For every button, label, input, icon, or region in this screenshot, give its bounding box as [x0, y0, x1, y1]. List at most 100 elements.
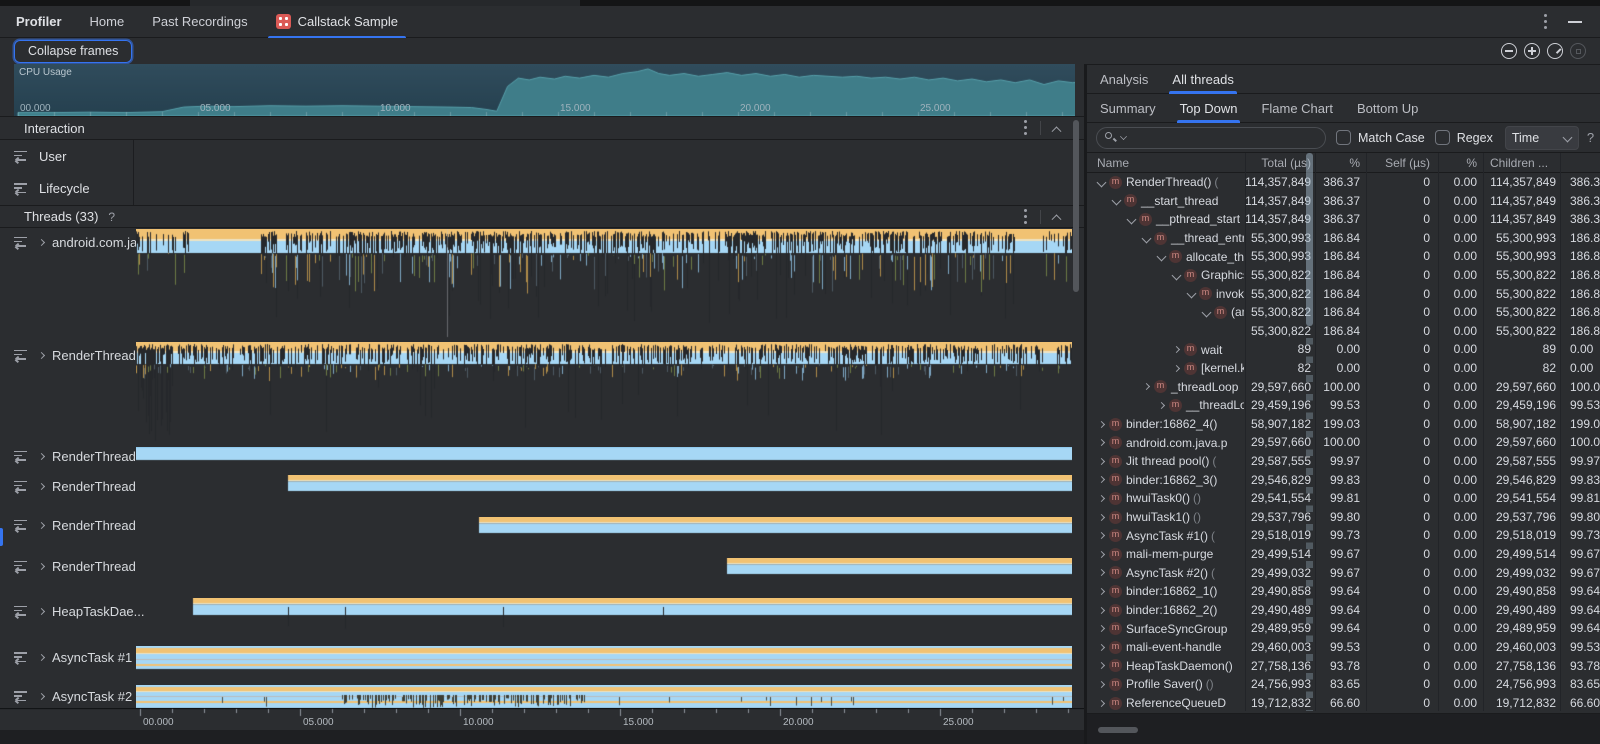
thread-row-asynctask-#1[interactable]: AsyncTask #1: [0, 637, 1084, 679]
tab-all-threads[interactable]: All threads: [1169, 65, 1238, 94]
subtab-summary[interactable]: Summary: [1100, 94, 1156, 123]
threads-help-icon[interactable]: ?: [108, 209, 116, 224]
zoom-in-icon[interactable]: [1524, 43, 1540, 59]
match-case-checkbox[interactable]: [1336, 130, 1351, 145]
expand-node-icon[interactable]: [1095, 569, 1107, 577]
tree-row[interactable]: m Profile Saver() () 24,756,993 83.65 0 0.00 2…: [1087, 675, 1600, 694]
tree-row[interactable]: m RenderThread() (114,357,849 386.37 0 0.00 1…: [1087, 173, 1600, 192]
interaction-collapse-icon[interactable]: [1051, 125, 1062, 136]
collapse-node-icon[interactable]: [1170, 270, 1182, 281]
expand-node-icon[interactable]: [1095, 606, 1107, 614]
threads-vertical-scrollbar[interactable]: [1073, 120, 1079, 292]
subtab-flame-chart[interactable]: Flame Chart: [1261, 94, 1333, 123]
table-vertical-scrollbar[interactable]: [1306, 153, 1313, 326]
thread-row-renderthread[interactable]: RenderThread: [0, 445, 1084, 475]
expand-node-icon[interactable]: [1170, 364, 1182, 372]
col-total-pct[interactable]: %: [1349, 156, 1360, 170]
zoom-out-icon[interactable]: [1501, 43, 1517, 59]
expand-node-icon[interactable]: [1155, 401, 1167, 410]
thread-row-android-com-ja-[interactable]: android.com.ja...: [0, 228, 1084, 341]
regex-checkbox[interactable]: [1434, 130, 1450, 145]
expand-node-icon[interactable]: [1095, 420, 1107, 428]
tree-row[interactable]: m android.com.java.p 29,597,660 100.00 0 0.00…: [1087, 433, 1600, 452]
tree-row[interactable]: m __pthread_start 114,357,849 386.37 0 0.00 11…: [1087, 210, 1600, 229]
interaction-row-lifecycle[interactable]: Lifecycle: [0, 172, 1084, 205]
thread-row-renderthread[interactable]: RenderThread: [0, 475, 1084, 508]
expand-node-icon[interactable]: [1095, 699, 1107, 707]
expand-chevron-icon[interactable]: [37, 521, 46, 529]
thread-row-asynctask-#2[interactable]: AsyncTask #2: [0, 679, 1084, 708]
reset-zoom-icon[interactable]: [1547, 43, 1563, 59]
threads-section-header[interactable]: Threads (33) ?: [0, 205, 1084, 228]
tree-row[interactable]: m SurfaceSyncGroup 29,489,959 99.64 0 0.00 29,…: [1087, 619, 1600, 638]
tree-row[interactable]: m ReferenceQueueD 19,712,832 66.60 0 0.00 19,7…: [1087, 694, 1600, 711]
expand-chevron-icon[interactable]: [37, 452, 46, 460]
more-menu-icon[interactable]: [1544, 13, 1548, 30]
tree-row[interactable]: m Jit thread pool() (29,587,555 99.97 0 0.00…: [1087, 452, 1600, 471]
tree-row[interactable]: m binder:16862_3() 29,546,829 99.83 0 0.00 29,…: [1087, 471, 1600, 490]
expand-node-icon[interactable]: [1095, 550, 1107, 558]
expand-chevron-icon[interactable]: [37, 653, 46, 662]
thread-track-canvas[interactable]: [136, 342, 1072, 443]
thread-track-canvas[interactable]: [136, 558, 1072, 575]
tree-row[interactable]: m AsyncTask #2() (29,499,032 99.67 0 0.00 29,…: [1087, 564, 1600, 583]
tree-row[interactable]: m hwuiTask1() () 29,537,796 99.80 0 0.00 29,53…: [1087, 508, 1600, 527]
expand-chevron-icon[interactable]: [37, 238, 46, 246]
search-input[interactable]: [1130, 130, 1300, 145]
tree-row[interactable]: m binder:16862_4() 58,907,182 199.03 0 0.00 58…: [1087, 415, 1600, 434]
thread-track-canvas[interactable]: [136, 598, 1072, 633]
search-history-chevron-icon[interactable]: [1120, 132, 1127, 140]
threads-kebab-icon[interactable]: [1024, 208, 1028, 225]
col-total[interactable]: Total (µs): [1261, 156, 1311, 170]
expand-chevron-icon[interactable]: [37, 562, 46, 570]
expand-node-icon[interactable]: [1095, 457, 1107, 465]
col-name[interactable]: Name: [1097, 156, 1130, 170]
threads-collapse-icon[interactable]: [1051, 214, 1062, 225]
tree-row[interactable]: m binder:16862_2() 29,490,489 99.64 0 0.00 29,…: [1087, 601, 1600, 620]
tree-row[interactable]: m __start_thread 114,357,849 386.37 0 0.00 114…: [1087, 192, 1600, 211]
tree-row[interactable]: 55,300,822 186.84 0 0.00 55,300,822 186.84: [1087, 322, 1600, 341]
clock-type-dropdown[interactable]: Time: [1504, 125, 1579, 150]
tree-row[interactable]: m binder:16862_1() 29,490,858 99.64 0 0.00 29,…: [1087, 582, 1600, 601]
tree-row[interactable]: m __threadLoop 29,459,196 99.53 0 0.00 29,459,…: [1087, 396, 1600, 415]
table-horizontal-scrollbar[interactable]: [1098, 727, 1138, 733]
tree-row[interactable]: m _threadLoop 29,597,660 100.00 0 0.00 29,597,…: [1087, 378, 1600, 397]
thread-track-canvas[interactable]: [136, 447, 1072, 462]
tree-row[interactable]: m mali-event-handle 29,460,003 99.53 0 0.00 29…: [1087, 638, 1600, 657]
expand-node-icon[interactable]: [1095, 587, 1107, 596]
expand-chevron-icon[interactable]: [37, 351, 46, 359]
thread-track-canvas[interactable]: [136, 517, 1072, 534]
expand-node-icon[interactable]: [1095, 643, 1107, 651]
collapse-node-icon[interactable]: [1095, 177, 1107, 188]
tree-row[interactable]: m AsyncTask #1() (29,518,019 99.73 0 0.00 29,…: [1087, 526, 1600, 545]
tree-row[interactable]: m allocate_thread 55,300,993 186.84 0 0.00 55,…: [1087, 247, 1600, 266]
interaction-kebab-icon[interactable]: [1024, 120, 1028, 136]
expand-chevron-icon[interactable]: [37, 692, 46, 701]
minimize-icon[interactable]: [1568, 20, 1582, 23]
expand-node-icon[interactable]: [1140, 383, 1152, 391]
tree-row[interactable]: m hwuiTask0() () 29,541,554 99.81 0 0.00 29,54…: [1087, 489, 1600, 508]
cpu-usage-chart[interactable]: CPU Usage 00.000 05.000 10.000 15.000 20.000…: [14, 64, 1075, 116]
expand-node-icon[interactable]: [1095, 476, 1107, 484]
tab-home[interactable]: Home: [76, 6, 139, 38]
tab-past-recordings[interactable]: Past Recordings: [138, 6, 261, 38]
subtab-top-down[interactable]: Top Down: [1176, 94, 1241, 123]
tab-profiler[interactable]: Profiler: [0, 6, 76, 38]
expand-node-icon[interactable]: [1095, 680, 1107, 689]
thread-track-canvas[interactable]: [136, 646, 1072, 670]
tree-row[interactable]: minvoke 55,300,822 186.84 0 0.00 55,300,822 18…: [1087, 285, 1600, 304]
thread-row-renderthread[interactable]: RenderThread: [0, 508, 1084, 549]
col-children[interactable]: Children ...: [1490, 156, 1549, 170]
expand-node-icon[interactable]: [1095, 494, 1107, 503]
collapse-node-icon[interactable]: [1185, 288, 1197, 299]
expand-chevron-icon[interactable]: [37, 607, 46, 615]
col-self[interactable]: Self (µs): [1385, 156, 1430, 170]
pane-splitter[interactable]: [1084, 64, 1087, 744]
search-field[interactable]: [1096, 126, 1326, 149]
expand-node-icon[interactable]: [1095, 532, 1107, 540]
expand-node-icon[interactable]: [1095, 625, 1107, 633]
tab-analysis[interactable]: Analysis: [1100, 65, 1148, 94]
collapse-node-icon[interactable]: [1155, 251, 1167, 262]
collapse-frames-button[interactable]: Collapse frames: [14, 39, 133, 63]
col-self-pct[interactable]: %: [1466, 156, 1477, 170]
